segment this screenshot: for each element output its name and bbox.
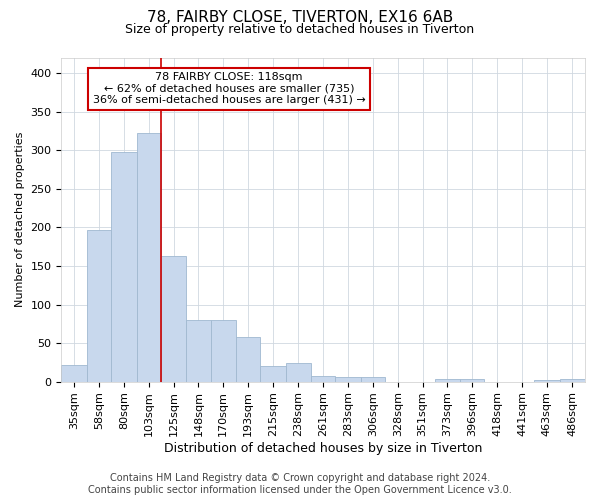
- Bar: [111, 152, 137, 382]
- Bar: [211, 320, 236, 382]
- Text: 78 FAIRBY CLOSE: 118sqm
← 62% of detached houses are smaller (735)
36% of semi-d: 78 FAIRBY CLOSE: 118sqm ← 62% of detache…: [92, 72, 365, 106]
- Bar: [435, 378, 460, 382]
- Bar: [161, 256, 186, 382]
- Y-axis label: Number of detached properties: Number of detached properties: [15, 132, 25, 308]
- X-axis label: Distribution of detached houses by size in Tiverton: Distribution of detached houses by size …: [164, 442, 482, 455]
- Bar: [534, 380, 560, 382]
- Text: Size of property relative to detached houses in Tiverton: Size of property relative to detached ho…: [125, 22, 475, 36]
- Bar: [311, 376, 335, 382]
- Bar: [137, 133, 161, 382]
- Bar: [236, 337, 260, 382]
- Bar: [186, 320, 211, 382]
- Bar: [460, 378, 484, 382]
- Text: 78, FAIRBY CLOSE, TIVERTON, EX16 6AB: 78, FAIRBY CLOSE, TIVERTON, EX16 6AB: [147, 10, 453, 25]
- Bar: [286, 363, 311, 382]
- Bar: [335, 377, 361, 382]
- Bar: [61, 364, 87, 382]
- Bar: [361, 377, 385, 382]
- Bar: [87, 230, 111, 382]
- Bar: [560, 380, 585, 382]
- Bar: [260, 366, 286, 382]
- Text: Contains HM Land Registry data © Crown copyright and database right 2024.
Contai: Contains HM Land Registry data © Crown c…: [88, 474, 512, 495]
